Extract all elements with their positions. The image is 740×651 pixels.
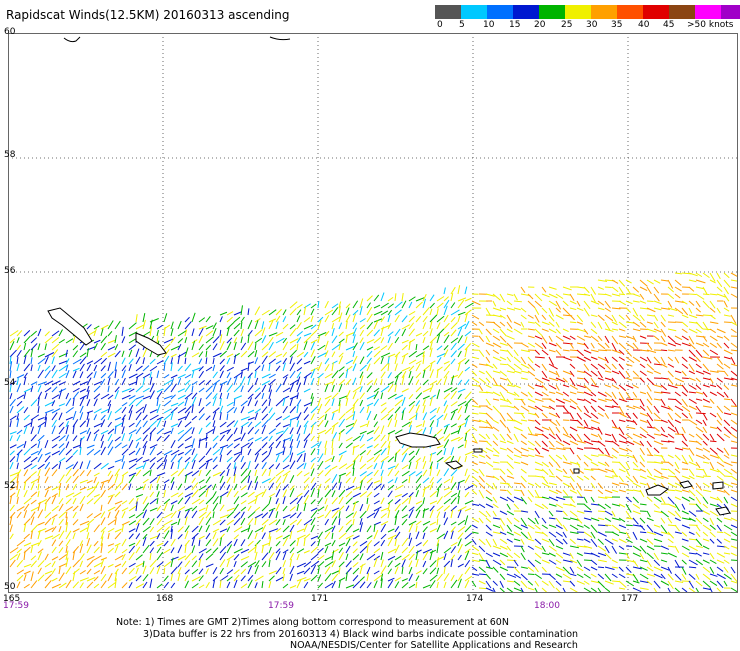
latitude-label: 58 bbox=[4, 150, 15, 160]
colorbar-label: 45 bbox=[663, 20, 674, 30]
wind-speed-colorbar bbox=[435, 5, 740, 19]
longitude-label: 168 bbox=[156, 594, 173, 604]
colorbar-label: 0 bbox=[437, 20, 443, 30]
colorbar-label: 5 bbox=[459, 20, 465, 30]
time-label: 18:00 bbox=[534, 601, 560, 611]
colorbar-label: 30 bbox=[586, 20, 597, 30]
map-title: Rapidscat Winds(12.5KM) 20160313 ascendi… bbox=[6, 8, 290, 22]
colorbar-label: 15 bbox=[509, 20, 520, 30]
colorbar-swatch bbox=[617, 5, 643, 19]
colorbar-label: 10 bbox=[483, 20, 494, 30]
colorbar-swatch bbox=[565, 5, 591, 19]
time-label: 17:59 bbox=[268, 601, 294, 611]
longitude-label: 171 bbox=[311, 594, 328, 604]
colorbar-swatch bbox=[435, 5, 461, 19]
footer-note-line1: Note: 1) Times are GMT 2)Times along bot… bbox=[0, 617, 740, 628]
colorbar-label: 20 bbox=[534, 20, 545, 30]
wind-barbs bbox=[10, 273, 738, 593]
colorbar-label: 40 bbox=[638, 20, 649, 30]
colorbar-swatch bbox=[695, 5, 721, 19]
colorbar-labels: 0 5 10 15 20 25 30 35 40 45 >50 knots bbox=[435, 20, 740, 32]
colorbar-swatch bbox=[721, 5, 740, 19]
colorbar-swatch bbox=[513, 5, 539, 19]
colorbar-swatch bbox=[591, 5, 617, 19]
wind-map bbox=[8, 33, 738, 593]
colorbar-label: >50 knots bbox=[687, 20, 734, 30]
latitude-label: 50 bbox=[4, 582, 15, 592]
footer-credit: NOAA/NESDIS/Center for Satellite Applica… bbox=[0, 640, 740, 651]
colorbar-swatch bbox=[487, 5, 513, 19]
latitude-label: 54 bbox=[4, 378, 15, 388]
longitude-label: 174 bbox=[466, 594, 483, 604]
latitude-label: 52 bbox=[4, 481, 15, 491]
footer-note-line2: 3)Data buffer is 22 hrs from 20160313 4)… bbox=[0, 629, 740, 640]
colorbar-swatch bbox=[539, 5, 565, 19]
colorbar-swatch bbox=[669, 5, 695, 19]
colorbar-label: 35 bbox=[611, 20, 622, 30]
colorbar-swatch bbox=[461, 5, 487, 19]
longitude-label: 177 bbox=[621, 594, 638, 604]
latitude-label: 60 bbox=[4, 27, 15, 37]
time-label: 17:59 bbox=[3, 601, 29, 611]
latitude-label: 56 bbox=[4, 266, 15, 276]
colorbar-swatch bbox=[643, 5, 669, 19]
colorbar-label: 25 bbox=[561, 20, 572, 30]
